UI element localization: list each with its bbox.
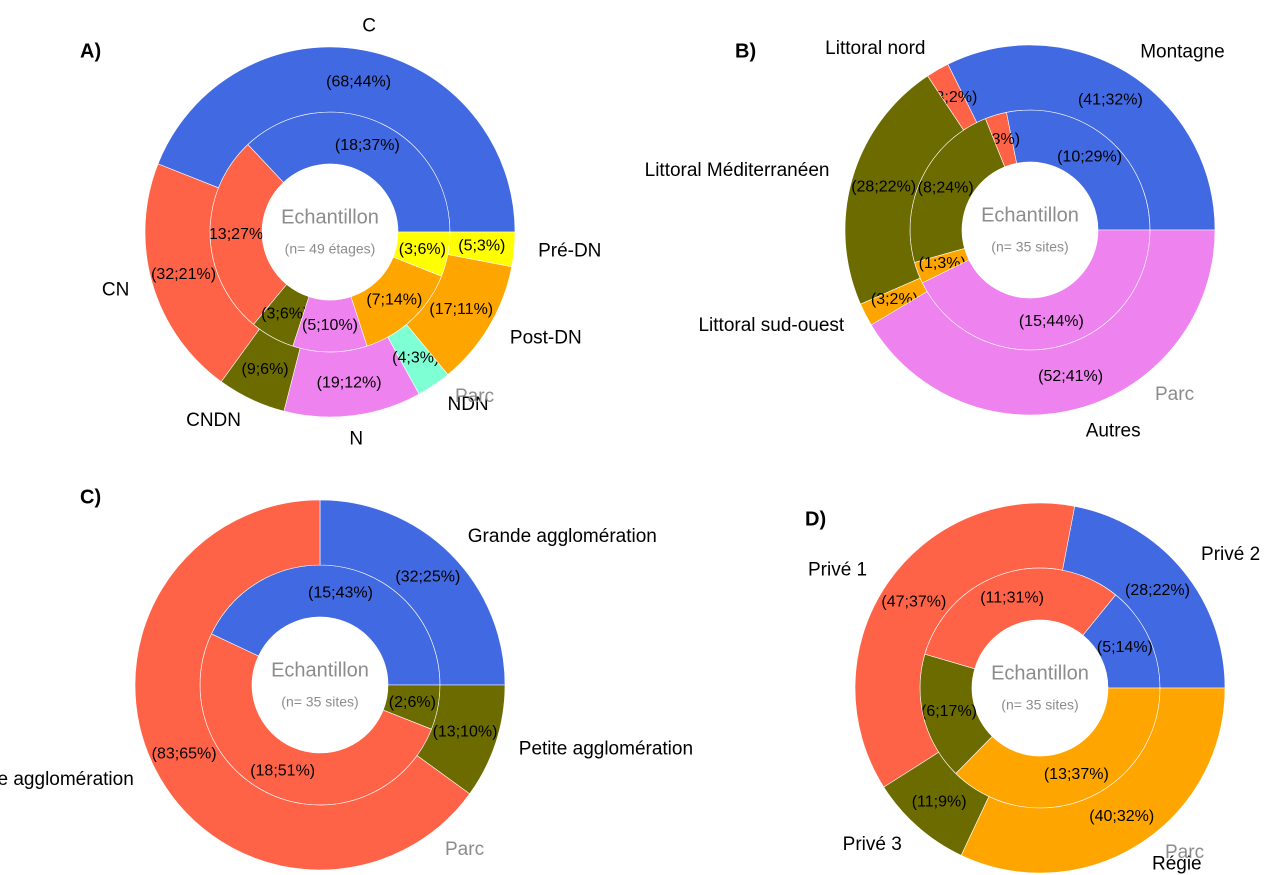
ring-label: Parc	[455, 386, 494, 407]
sample-note: (n= 35 sites)	[1001, 697, 1078, 713]
category-label: Privé 3	[843, 834, 902, 855]
ring-label: Parc	[1155, 384, 1194, 405]
panel-label: D)	[805, 508, 826, 530]
donut-hole	[252, 617, 388, 753]
value-label: (40;32%)	[1089, 808, 1154, 825]
category-label: Grande agglomération	[468, 526, 657, 547]
center-label: Echantillon	[991, 662, 1089, 684]
value-label: (32;21%)	[151, 266, 216, 283]
donut-segment	[134, 499, 471, 871]
value-label: (9;6%)	[242, 361, 289, 378]
value-label: (3;6%)	[261, 306, 308, 323]
value-label: (47;37%)	[881, 594, 946, 611]
category-label: Littoral nord	[825, 38, 925, 59]
category-label: Régie	[1152, 853, 1202, 874]
donut-segment	[870, 229, 1216, 416]
value-label: (13;10%)	[433, 723, 498, 740]
category-label: Moyenne agglomération	[0, 769, 134, 790]
panel-label: C)	[80, 486, 101, 508]
value-label: (28;22%)	[1125, 582, 1190, 599]
value-label: (7;14%)	[366, 292, 422, 309]
value-label: (5;14%)	[1097, 639, 1153, 656]
donut-segment	[854, 502, 1076, 788]
value-label: (15;44%)	[1019, 313, 1084, 330]
value-label: (13;37%)	[1044, 766, 1109, 783]
center-label: Echantillon	[281, 206, 379, 228]
value-label: (83;65%)	[152, 745, 217, 762]
ring-label: Parc	[1165, 842, 1204, 863]
value-label: (8;24%)	[918, 180, 974, 197]
donut-segment	[157, 46, 516, 233]
sample-note: (n= 35 sites)	[991, 239, 1068, 255]
center-label: Echantillon	[981, 204, 1079, 226]
sample-note: (n= 49 étages)	[285, 241, 376, 257]
value-label: (11;9%)	[912, 794, 967, 811]
category-label: Littoral sud-ouest	[698, 315, 844, 336]
value-label: (5;10%)	[302, 317, 358, 334]
donut-segment	[319, 499, 506, 686]
category-label: Pré-DN	[538, 241, 601, 262]
category-label: NDN	[447, 394, 488, 415]
value-label: (52;41%)	[1038, 368, 1103, 385]
value-label: (19;12%)	[317, 375, 382, 392]
panel-label: A)	[80, 40, 101, 62]
category-label: Littoral Méditerranéen	[645, 160, 830, 181]
value-label: (17;11%)	[429, 301, 493, 318]
category-label: Petite agglomération	[519, 739, 693, 760]
category-label: Privé 1	[808, 560, 867, 581]
value-label: (10;29%)	[1057, 148, 1122, 165]
value-label: (4;3%)	[392, 349, 439, 366]
value-label: (13;27%)	[204, 226, 269, 243]
value-label: (32;25%)	[395, 568, 460, 585]
value-label: (15;43%)	[308, 584, 373, 601]
category-label: CNDN	[186, 410, 241, 431]
value-label: (2;6%)	[389, 694, 436, 711]
donut-hole	[972, 620, 1108, 756]
donut-hole	[262, 164, 398, 300]
value-label: (6;17%)	[921, 703, 977, 720]
value-label: (11;31%)	[980, 589, 1044, 606]
category-label: Autres	[1086, 420, 1141, 441]
value-label: (3;6%)	[399, 241, 446, 258]
category-label: N	[349, 428, 363, 449]
value-label: (28;22%)	[851, 178, 916, 195]
category-label: C	[362, 16, 376, 37]
donut-segment	[960, 687, 1226, 874]
center-label: Echantillon	[271, 659, 369, 681]
donut-segment	[947, 44, 1216, 231]
category-label: Post-DN	[510, 327, 582, 348]
panel-label: B)	[735, 40, 756, 62]
value-label: (5;3%)	[458, 238, 505, 255]
value-label: (41;32%)	[1078, 92, 1143, 109]
value-label: (68;44%)	[326, 73, 391, 90]
category-label: Montagne	[1140, 41, 1225, 62]
sample-note: (n= 35 sites)	[281, 694, 358, 710]
donut-segment	[416, 684, 506, 795]
donut-hole	[962, 162, 1098, 298]
donut-segment	[447, 231, 516, 268]
value-label: (18;51%)	[250, 762, 315, 779]
category-label: CN	[102, 279, 129, 300]
ring-label: Parc	[445, 839, 484, 860]
category-label: Privé 2	[1201, 544, 1260, 565]
value-label: (18;37%)	[335, 137, 400, 154]
